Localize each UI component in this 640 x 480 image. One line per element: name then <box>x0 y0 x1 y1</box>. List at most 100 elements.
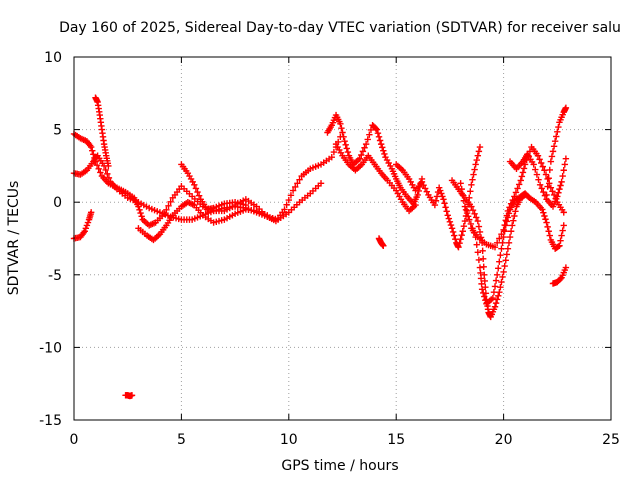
data-point <box>285 196 292 204</box>
x-tick-label: 15 <box>387 432 405 448</box>
data-point <box>460 197 468 204</box>
data-point <box>560 209 567 216</box>
data-point <box>438 190 445 197</box>
data-point <box>462 206 470 214</box>
data-point <box>476 143 484 151</box>
data-point <box>473 156 480 164</box>
data-point <box>492 299 500 307</box>
data-point <box>447 221 455 229</box>
data-point <box>556 242 563 249</box>
data-point <box>469 206 477 214</box>
data-point <box>482 283 489 291</box>
data-point <box>475 223 483 230</box>
data-point <box>328 153 335 161</box>
data-point <box>294 180 301 187</box>
data-point <box>359 148 367 155</box>
data-point <box>554 128 561 135</box>
data-point <box>542 216 549 223</box>
data-point <box>435 184 443 191</box>
y-tick-label: -10 <box>39 340 62 356</box>
data-point <box>540 209 547 216</box>
data-point <box>191 181 198 188</box>
data-point <box>478 280 485 288</box>
data-point <box>479 247 486 255</box>
data-point <box>474 217 482 225</box>
data-point <box>496 235 503 242</box>
data-point <box>192 185 200 192</box>
data-point <box>338 124 345 132</box>
data-point <box>475 148 483 155</box>
data-point <box>555 123 562 131</box>
data-point <box>501 221 508 229</box>
data-point <box>520 165 528 172</box>
data-point <box>421 185 429 192</box>
data-point <box>283 201 290 208</box>
data-point <box>292 183 299 191</box>
x-tick-label: 0 <box>70 432 79 448</box>
data-point <box>458 232 465 239</box>
data-point <box>138 213 145 220</box>
data-point <box>461 217 469 225</box>
data-point <box>532 166 539 173</box>
data-point <box>195 192 203 199</box>
data-point <box>344 148 352 156</box>
data-point <box>476 264 484 271</box>
data-point <box>376 137 384 144</box>
data-point <box>479 289 487 297</box>
data-point <box>509 196 516 204</box>
data-point <box>517 177 524 184</box>
data-point <box>558 232 565 239</box>
data-point <box>442 204 449 211</box>
data-point <box>530 161 537 168</box>
data-point <box>165 202 172 210</box>
data-point <box>547 158 555 165</box>
data-point <box>89 147 96 154</box>
data-point <box>450 232 458 239</box>
data-point <box>492 277 500 284</box>
data-point <box>512 208 519 215</box>
data-point <box>553 133 560 140</box>
data-point <box>560 167 567 174</box>
data-point <box>459 228 466 235</box>
data-point <box>448 225 456 232</box>
data-point <box>460 222 468 230</box>
data-point <box>555 243 562 250</box>
data-point <box>446 218 454 226</box>
data-point <box>502 257 509 264</box>
data-point <box>541 212 548 220</box>
data-point <box>498 245 505 252</box>
data-point <box>481 271 488 278</box>
data-point <box>562 155 570 162</box>
data-point <box>544 175 551 183</box>
series-trace-d <box>92 94 112 170</box>
data-point <box>534 152 542 159</box>
data-point <box>478 286 486 293</box>
data-point <box>500 268 507 276</box>
x-tick-label: 5 <box>177 432 186 448</box>
data-point <box>440 196 447 203</box>
data-point <box>343 145 350 152</box>
data-point <box>296 176 303 183</box>
data-point <box>375 133 383 141</box>
y-tick-labels: -15 -10 -5 0 5 10 <box>39 50 62 429</box>
data-point <box>495 265 502 272</box>
y-tick-label: 5 <box>53 123 62 139</box>
data-point <box>102 166 109 174</box>
data-point <box>456 240 463 247</box>
data-point <box>501 262 508 270</box>
data-point <box>473 214 480 221</box>
data-point <box>473 241 480 248</box>
data-point <box>95 165 102 173</box>
data-point <box>194 188 201 196</box>
data-point <box>372 125 379 132</box>
data-point <box>544 183 551 190</box>
data-point <box>502 217 509 224</box>
data-point <box>497 283 504 291</box>
data-point <box>560 222 567 229</box>
data-point <box>361 144 368 151</box>
data-point <box>83 222 91 229</box>
data-point <box>474 249 482 256</box>
data-point <box>535 176 542 183</box>
data-point <box>474 152 482 159</box>
